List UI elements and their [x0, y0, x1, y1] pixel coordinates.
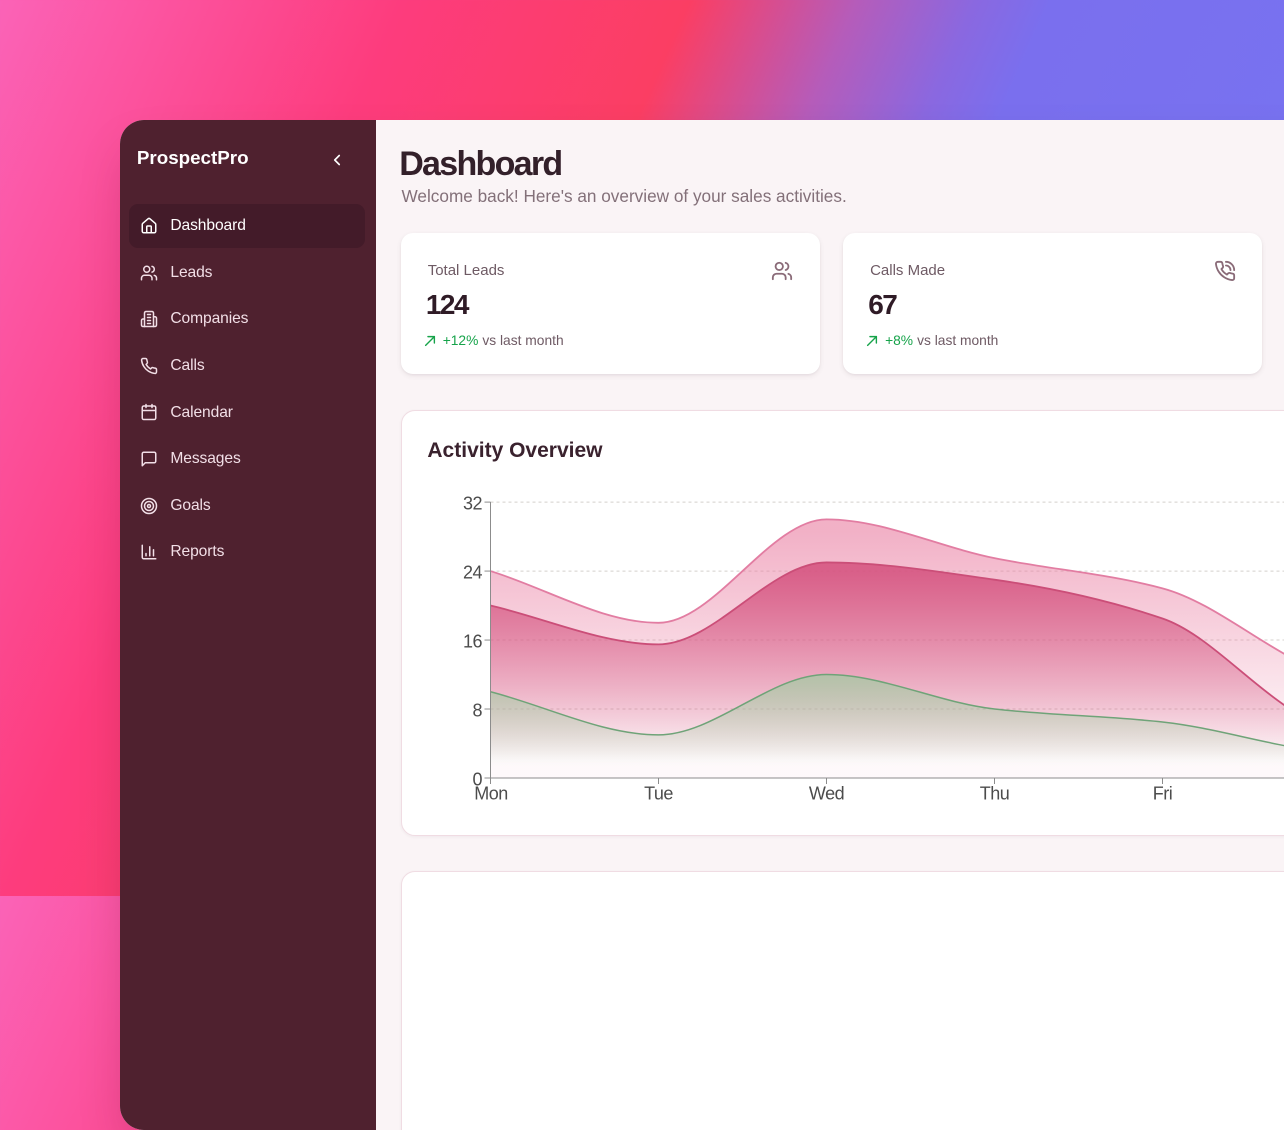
svg-text:8: 8: [472, 701, 482, 721]
svg-text:Tue: Tue: [644, 784, 673, 804]
svg-text:24: 24: [463, 563, 483, 583]
svg-text:32: 32: [463, 494, 483, 514]
svg-text:16: 16: [463, 632, 483, 652]
svg-text:Fri: Fri: [1153, 784, 1173, 804]
svg-text:Wed: Wed: [809, 784, 844, 804]
svg-text:Thu: Thu: [980, 784, 1010, 804]
svg-text:Mon: Mon: [474, 784, 508, 804]
svg-text:0: 0: [472, 770, 482, 790]
